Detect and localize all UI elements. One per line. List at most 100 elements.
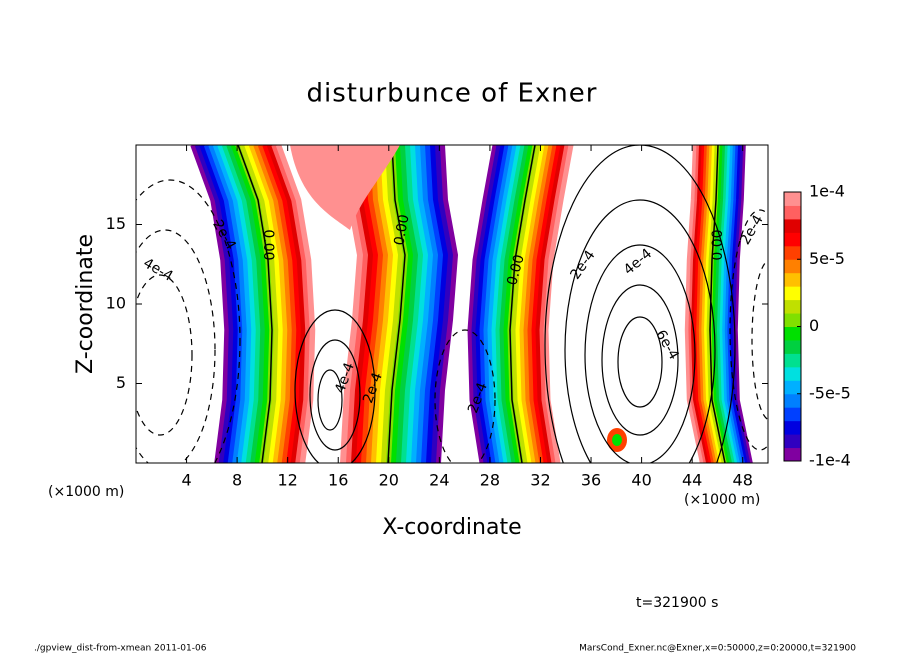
colorbar-tick-label: -1e-4 <box>809 451 851 470</box>
x-tick-label: 48 <box>733 471 753 490</box>
contour-line <box>136 229 216 463</box>
x-axis-label: X-coordinate <box>382 515 521 540</box>
contour-fill <box>275 145 316 463</box>
colorbar-tick-label: 5e-5 <box>809 249 845 268</box>
contour-line <box>584 244 696 463</box>
contour-line <box>601 284 679 436</box>
zero-contour <box>237 145 273 463</box>
contour-line <box>729 209 768 451</box>
contour-fill <box>226 145 266 463</box>
colorbar-swatch <box>784 407 801 422</box>
y-tick-label: 10 <box>106 294 126 313</box>
contour-fill <box>380 145 403 463</box>
contour-fill <box>420 145 443 463</box>
contour-fill <box>734 145 753 463</box>
contour-fill <box>471 145 502 463</box>
contour-fill <box>479 145 510 463</box>
contour-label: 0.00 <box>391 213 412 246</box>
colorbar-tick-label: -5e-5 <box>809 383 851 402</box>
contour-fill <box>531 145 562 463</box>
colorbar-swatch <box>784 218 801 233</box>
colorbar-swatch <box>784 299 801 314</box>
contour-fill <box>718 145 738 463</box>
y-tick-label: 15 <box>106 214 126 233</box>
colorbar-swatch <box>784 192 801 206</box>
contour-fill <box>239 145 280 463</box>
colorbar-swatch <box>784 313 801 327</box>
contour-fill <box>539 145 570 463</box>
contour-fill <box>527 145 558 463</box>
x-tick-label: 32 <box>530 471 550 490</box>
contour-fill <box>612 434 622 446</box>
contour-fill <box>430 145 453 463</box>
contour-fill <box>695 145 714 463</box>
contour-label: 0.00 <box>504 253 528 287</box>
footer-left: ./gpview_dist-from-xmean 2011-01-06 <box>34 644 207 654</box>
contour-fill <box>689 145 709 463</box>
contour-fill <box>244 145 284 463</box>
footer-right: MarsCond_Exner.nc@Exner,x=0:50000,z=0:20… <box>579 644 856 654</box>
contour-fill <box>190 145 230 463</box>
colorbar-swatch <box>784 447 801 462</box>
contour-fill <box>212 145 253 463</box>
contour-label: 2e-4 <box>567 247 598 282</box>
plot-area <box>136 145 768 463</box>
contour-fill <box>721 145 740 463</box>
contour-line <box>544 145 736 463</box>
colorbar-swatch <box>784 205 801 220</box>
contour-fill <box>271 145 311 463</box>
contour-line <box>309 339 361 451</box>
x-tick-label: 44 <box>682 471 702 490</box>
contour-fill <box>217 145 257 463</box>
contour-line <box>136 274 193 436</box>
colorbar-swatch <box>784 353 801 368</box>
contour-fill <box>400 145 423 463</box>
contour-fill <box>697 145 717 463</box>
contour-fill <box>710 145 730 463</box>
contour-fill <box>700 145 719 463</box>
chart-title: disturbunce of Exner <box>307 79 598 109</box>
contour-line <box>294 309 376 463</box>
contour-fill <box>511 145 542 463</box>
contour-fill <box>410 145 433 463</box>
colorbar-swatch <box>784 393 801 408</box>
contour-fill <box>415 145 438 463</box>
zero-contour <box>509 145 536 463</box>
contour-fill <box>523 145 554 463</box>
colorbar-swatch <box>784 339 801 354</box>
contour-fill <box>467 145 498 463</box>
colorbar-swatch <box>784 232 801 247</box>
contour-fill <box>726 145 745 463</box>
contour-label: 0.00 <box>260 229 276 260</box>
contour-label: 0.00 <box>710 229 726 260</box>
contour-line <box>617 316 663 408</box>
contour-fill <box>687 145 706 463</box>
x-unit-left: (×1000 m) <box>48 484 124 500</box>
contour-fill <box>221 145 262 463</box>
contour-fill <box>515 145 546 463</box>
contour-fill <box>290 145 400 230</box>
colorbar-swatch <box>784 272 801 287</box>
contour-fill <box>230 145 271 463</box>
x-tick-label: 20 <box>379 471 399 490</box>
contour-fill <box>519 145 550 463</box>
contour-fill <box>203 145 244 463</box>
x-tick-label: 24 <box>429 471 449 490</box>
contour-fill <box>405 145 428 463</box>
x-tick-label: 36 <box>581 471 601 490</box>
x-tick-label: 12 <box>278 471 298 490</box>
x-tick-label: 8 <box>232 471 242 490</box>
contour-fill <box>713 145 732 463</box>
contour-fill <box>435 145 458 463</box>
contour-line <box>751 259 768 421</box>
colorbar-swatch <box>784 245 801 260</box>
contour-fill <box>491 145 522 463</box>
contour-fill <box>370 145 393 463</box>
zero-contour <box>709 145 726 463</box>
contour-fill <box>483 145 514 463</box>
contour-fill <box>495 145 526 463</box>
contour-fill <box>365 145 388 463</box>
contour-line <box>564 199 716 463</box>
contour-fill <box>487 145 518 463</box>
